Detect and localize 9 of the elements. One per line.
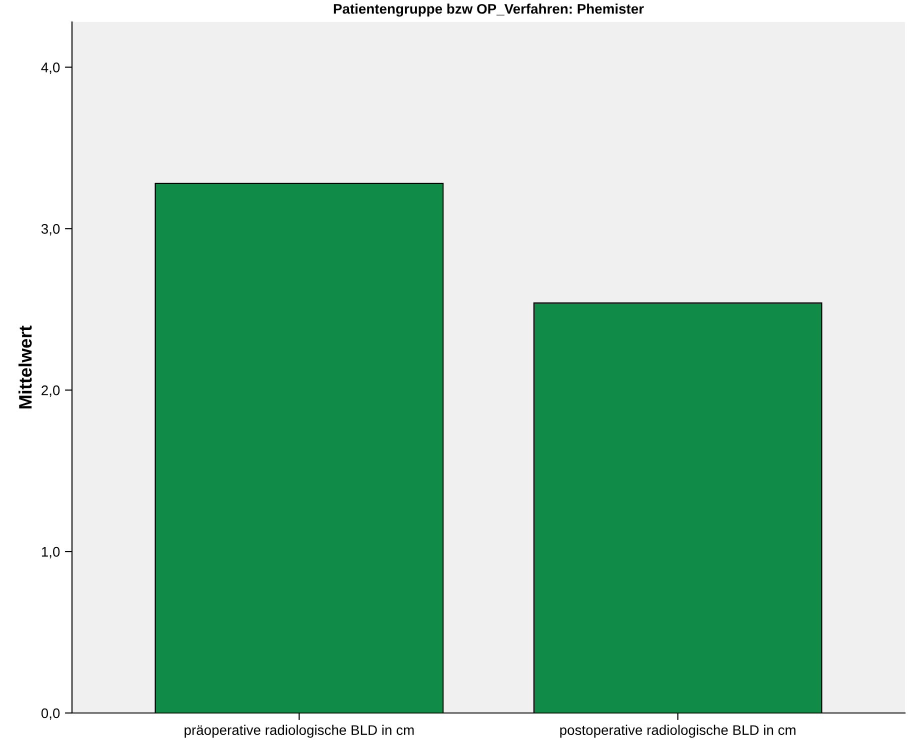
y-tick-label: 2,0	[42, 385, 60, 397]
x-tick-label: präoperative radiologische BLD in cm	[184, 724, 414, 738]
y-tick-label: 1,0	[42, 546, 60, 558]
y-axis-title: Mittelwert	[18, 326, 32, 408]
x-tick-label: postoperative radiologische BLD in cm	[560, 724, 796, 738]
y-tick-label: 4,0	[41, 62, 60, 74]
chart-title: Patientengruppe bzw OP_Verfahren: Phemister	[334, 4, 644, 17]
y-tick-label: 3,0	[41, 224, 60, 236]
y-tick-label: 0,0	[41, 708, 60, 720]
